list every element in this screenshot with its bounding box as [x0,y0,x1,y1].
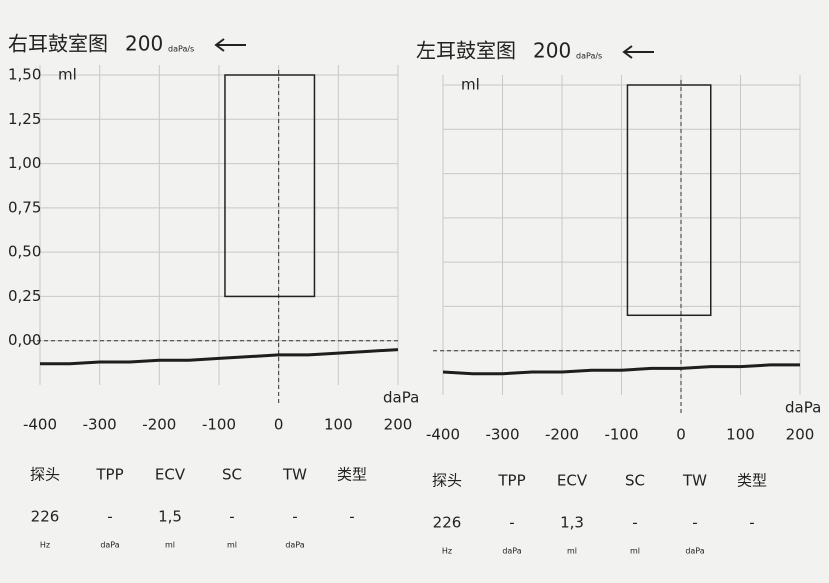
rate: 200 [533,39,571,63]
y-axis-label: ml [58,66,77,84]
table-unit: daPa [502,547,521,556]
x-tick-label: 200 [786,426,815,444]
x-tick-label: -300 [485,426,519,444]
table-header: ECV [155,466,186,484]
table-unit: ml [165,541,175,550]
x-tick-label: -300 [83,416,117,434]
x-tick-label: -400 [426,426,460,444]
table-header: 类型 [337,466,367,484]
y-tick-label: 0,50 [8,243,41,261]
table-unit: Hz [40,541,50,550]
trace [442,363,800,376]
chart-title: 左耳鼓室图 [416,39,516,63]
rate: 200 [125,32,163,56]
table-value: - [292,508,297,526]
y-axis-label: ml [461,76,480,94]
y-tick-label: 1,00 [8,154,41,172]
y-tick-label: 0,00 [8,331,41,349]
x-tick-label: 0 [274,416,284,434]
x-tick-label: 100 [324,416,353,434]
table-unit: ml [567,547,577,556]
table-value: - [107,508,112,526]
table-unit: daPa [100,541,119,550]
x-axis-label: daPa [785,399,821,417]
y-tick-label: 0,25 [8,287,41,305]
table-value: 226 [31,508,60,526]
table-value: - [692,514,697,532]
table-unit: ml [227,541,237,550]
table-value: 226 [433,514,462,532]
chart-title: 右耳鼓室图 [8,32,108,56]
table-value: - [229,508,234,526]
x-tick-label: -400 [23,416,57,434]
table-header: 探头 [30,466,60,484]
x-tick-label: -200 [142,416,176,434]
table-header: 探头 [432,472,462,490]
table-header: TPP [95,466,123,484]
x-tick-label: 100 [726,426,755,444]
table-unit: Hz [442,547,452,556]
x-tick-label: -100 [202,416,236,434]
arrow [622,45,654,59]
y-tick-label: 1,50 [8,66,41,84]
x-tick-label: -100 [604,426,638,444]
table-unit: daPa [685,547,704,556]
trace [40,348,399,366]
table-header: TW [682,472,707,490]
rate-unit: daPa/s [576,52,602,61]
table-value: - [632,514,637,532]
table-header: ECV [557,472,588,490]
table-header: 类型 [737,472,767,490]
arrow [214,38,246,52]
table-unit: daPa [285,541,304,550]
normal-region [224,74,316,298]
table-value: 1,5 [158,508,182,526]
x-tick-label: 200 [384,416,413,434]
x-axis-label: daPa [383,389,419,407]
table-value: - [749,514,754,532]
y-tick-label: 0,75 [8,198,41,216]
normal-region [626,84,712,317]
table-value: - [349,508,354,526]
table-header: TW [282,466,307,484]
x-tick-label: -200 [545,426,579,444]
table-header: SC [222,466,242,484]
table-value: - [509,514,514,532]
table-value: 1,3 [560,514,584,532]
rate-unit: daPa/s [168,45,194,54]
y-tick-label: 1,25 [8,110,41,128]
x-tick-label: 0 [676,426,686,444]
table-header: TPP [497,472,525,490]
table-header: SC [625,472,645,490]
table-unit: ml [630,547,640,556]
